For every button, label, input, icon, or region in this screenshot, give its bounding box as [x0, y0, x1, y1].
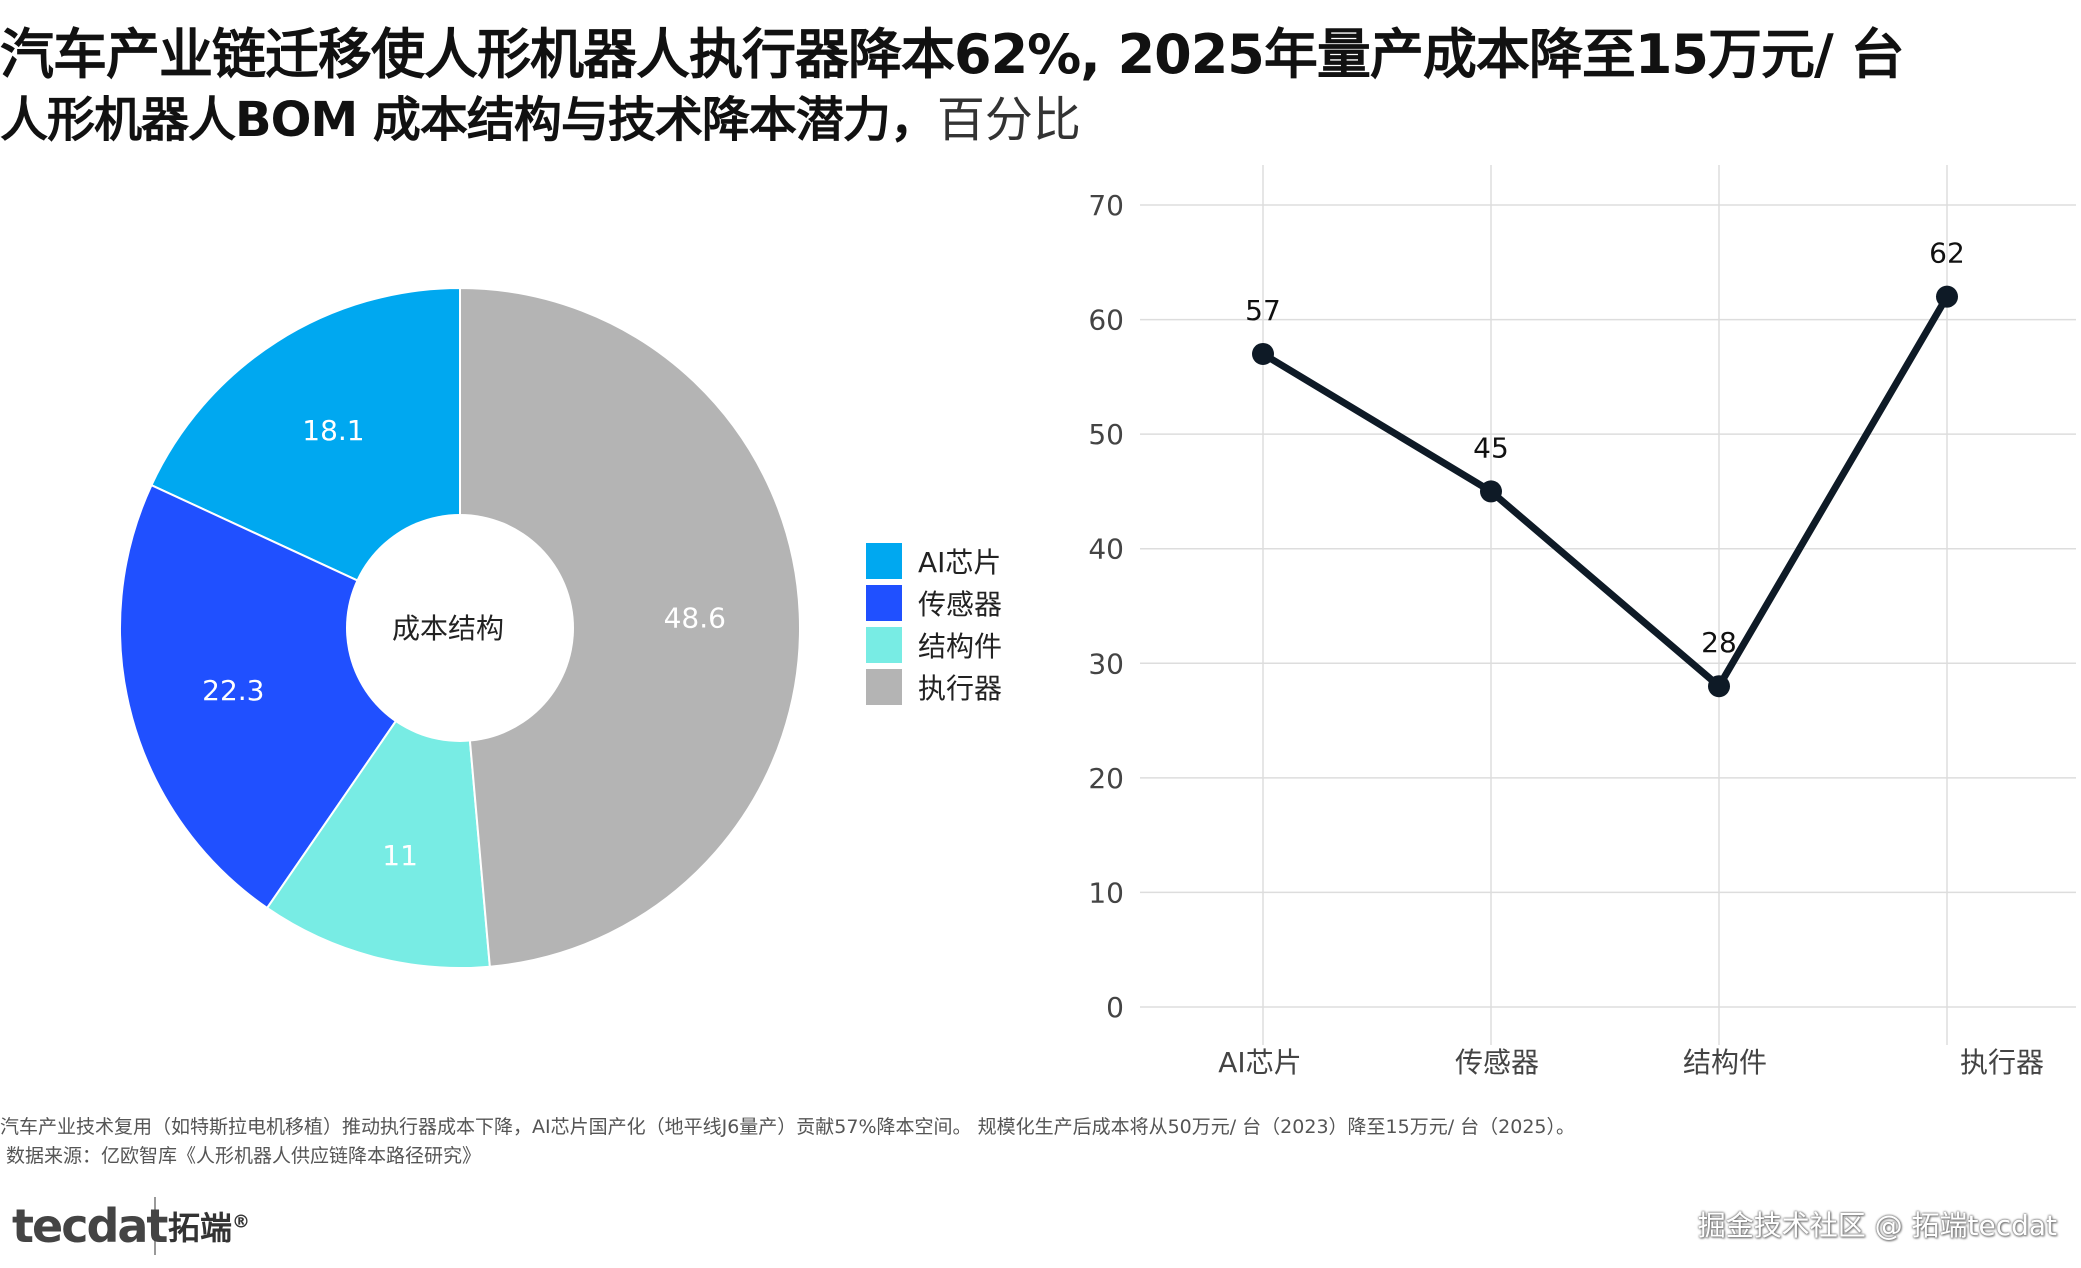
legend-swatch: [866, 543, 902, 579]
watermark: 掘金技术社区 @ 拓端tecdat: [1697, 1209, 2057, 1242]
brand-cn-text: 拓端: [168, 1209, 233, 1247]
slice-value-label: 11: [382, 839, 418, 872]
legend-item: 执行器: [866, 666, 1002, 708]
brand-logo-text: tecdat: [12, 1199, 168, 1253]
brand-name: 拓端®: [168, 1203, 250, 1249]
y-tick-label: 60: [1088, 304, 1124, 337]
legend-item: AI芯片: [866, 540, 1002, 582]
slice-value-label: 48.6: [664, 602, 726, 635]
donut-chart: 18.1 22.3 11 48.6 成本结构: [119, 286, 801, 969]
x-tick-label: 传感器: [1455, 1046, 1539, 1079]
legend-swatch: [866, 627, 902, 663]
legend-label: 执行器: [918, 672, 1003, 705]
legend-swatch: [866, 669, 902, 705]
brand-registered: ®: [232, 1211, 251, 1233]
y-tick-label: 30: [1088, 647, 1124, 680]
legend-swatch: [866, 585, 902, 621]
slice-value-label: 22.3: [202, 674, 264, 707]
subtitle-main: 人形机器人BOM 成本结构与技术降本潜力，: [0, 92, 938, 148]
data-point: [1708, 675, 1730, 698]
y-tick-label: 0: [1106, 991, 1124, 1024]
x-tick-label: 结构件: [1683, 1046, 1767, 1079]
data-point: [1936, 285, 1958, 308]
data-value-label: 57: [1245, 294, 1281, 327]
data-value-label: 28: [1701, 626, 1737, 659]
chart-subtitle: 人形机器人BOM 成本结构与技术降本潜力，百分比: [0, 80, 1081, 150]
y-tick-label: 40: [1088, 533, 1124, 566]
tecdat-logo: tecdat: [12, 1188, 168, 1264]
legend-item: 结构件: [866, 624, 1002, 666]
data-value-label: 45: [1473, 431, 1509, 464]
pie-slice: [150, 286, 461, 630]
y-tick-label: 70: [1088, 189, 1124, 222]
legend-item: 传感器: [866, 582, 1002, 624]
subtitle-unit: 百分比: [936, 92, 1081, 148]
y-tick-label: 20: [1088, 762, 1124, 795]
legend-label: AI芯片: [918, 546, 1002, 579]
y-tick-label: 10: [1088, 876, 1124, 909]
brand-block: tecdat 拓端®: [12, 1188, 250, 1264]
donut-center-label: 成本结构: [392, 612, 504, 645]
legend-label: 结构件: [918, 630, 1003, 663]
y-tick-label: 50: [1088, 418, 1124, 451]
data-value-label: 62: [1929, 237, 1965, 270]
x-tick-label: AI芯片: [1218, 1046, 1301, 1079]
legend-label: 传感器: [918, 588, 1003, 621]
slice-value-label: 18.1: [302, 414, 364, 447]
pie-slice: [459, 286, 801, 968]
footnote: 汽车产业技术复用（如特斯拉电机移植）推动执行器成本下降，AI芯片国产化（地平线J…: [0, 1116, 1576, 1138]
line-chart: 0 10 20 30 40 50 60 70 AI芯片 传感器 结构件 执行器 57 45 28 62: [1088, 165, 2076, 1079]
x-tick-label: 执行器: [1960, 1046, 2044, 1079]
brand-divider: [154, 1197, 156, 1255]
data-point: [1252, 342, 1274, 365]
data-point: [1480, 480, 1502, 503]
donut-legend: AI芯片传感器结构件执行器: [866, 540, 1002, 708]
data-source: 数据来源：亿欧智库《人形机器人供应链降本路径研究》: [6, 1145, 482, 1167]
donut-hole: [346, 514, 574, 742]
page-title: 汽车产业链迁移使人形机器人执行器降本62%, 2025年量产成本降至15万元/ …: [0, 23, 1905, 86]
series-line: [1261, 294, 1951, 690]
